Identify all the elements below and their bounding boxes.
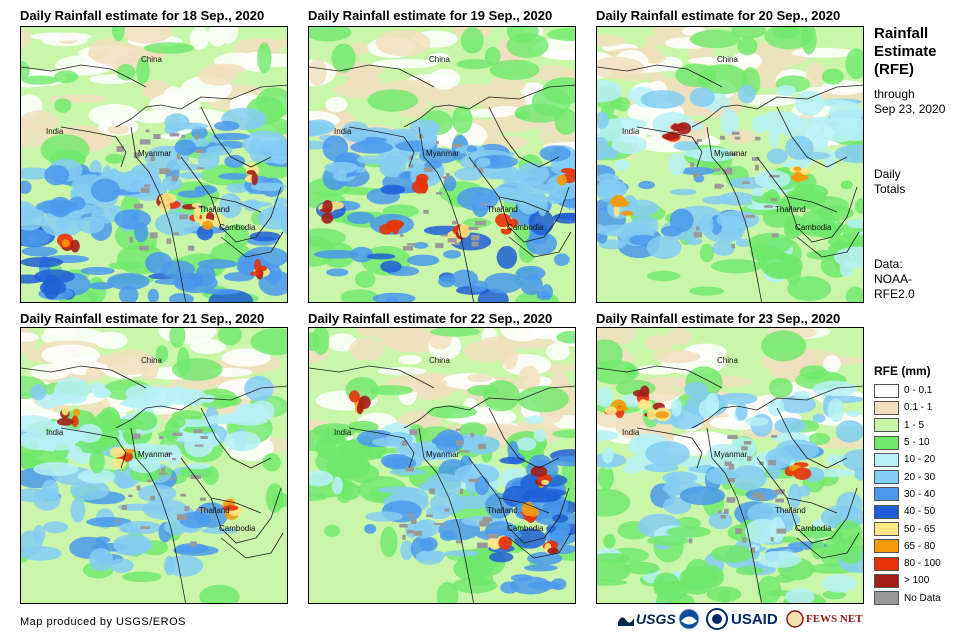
through-date: through Sep 23, 2020 (874, 87, 946, 116)
country-label-cambodia: Cambodia (795, 524, 832, 533)
country-label-thailand: Thailand (775, 205, 806, 214)
legend-label: 30 - 40 (904, 488, 936, 500)
rainfall-field (597, 27, 863, 302)
country-label-thailand: Thailand (199, 205, 230, 214)
legend-swatch (874, 400, 899, 415)
fewsnet-logo: FEWS NET (786, 608, 863, 630)
country-label-china: China (141, 55, 162, 64)
country-label-india: India (46, 428, 64, 437)
legend-swatch (874, 522, 899, 537)
country-label-myanmar: Myanmar (138, 149, 172, 158)
country-label-china: China (429, 55, 450, 64)
legend: 0 - 0.1 0.1 - 1 1 - 5 5 - 10 10 - 20 20 - 30 3… (874, 382, 941, 607)
legend-label: 0 - 0.1 (904, 385, 933, 397)
panel-title-22: Daily Rainfall estimate for 22 Sep., 202… (308, 311, 553, 326)
country-label-cambodia: Cambodia (507, 223, 544, 232)
map-series-title: Rainfall Estimate (RFE) (874, 25, 937, 78)
legend-swatch (874, 470, 899, 485)
legend-swatch (874, 418, 899, 433)
country-label-myanmar: Myanmar (714, 450, 748, 459)
legend-label: 1 - 5 (904, 419, 925, 431)
country-label-india: India (46, 127, 64, 136)
panel-title-19: Daily Rainfall estimate for 19 Sep., 202… (308, 8, 553, 23)
country-label-india: India (622, 127, 640, 136)
legend-item: > 100 (874, 572, 941, 589)
legend-swatch (874, 504, 899, 519)
usgs-logo: USGS (618, 608, 676, 630)
country-label-thailand: Thailand (199, 506, 230, 515)
legend-label: 80 - 100 (904, 558, 941, 570)
legend-swatch (874, 573, 899, 588)
legend-item: 1 - 5 (874, 417, 941, 434)
country-label-myanmar: Myanmar (138, 450, 172, 459)
rainfall-map-23: China India Myanmar Thailand Cambodia (596, 327, 864, 604)
panel-title-20: Daily Rainfall estimate for 20 Sep., 202… (596, 8, 841, 23)
legend-label: 50 - 65 (904, 523, 936, 535)
country-label-india: India (334, 127, 352, 136)
country-label-cambodia: Cambodia (795, 223, 832, 232)
panel-title-23: Daily Rainfall estimate for 23 Sep., 202… (596, 311, 841, 326)
map-credit: Map produced by USGS/EROS (20, 616, 186, 628)
legend-swatch (874, 435, 899, 450)
country-label-cambodia: Cambodia (507, 524, 544, 533)
country-label-china: China (141, 356, 162, 365)
legend-item: 80 - 100 (874, 555, 941, 572)
country-label-thailand: Thailand (487, 205, 518, 214)
country-label-myanmar: Myanmar (426, 149, 460, 158)
legend-label: No Data (904, 592, 941, 604)
legend-item: 30 - 40 (874, 486, 941, 503)
country-label-cambodia: Cambodia (219, 223, 256, 232)
rainfall-field (21, 328, 287, 603)
rainfall-map-21: China India Myanmar Thailand Cambodia (20, 327, 288, 604)
rainfall-map-22: China India Myanmar Thailand Cambodia (308, 327, 576, 604)
legend-label: > 100 (904, 575, 930, 587)
legend-swatch (874, 383, 899, 398)
country-label-india: India (334, 428, 352, 437)
legend-item: 5 - 10 (874, 434, 941, 451)
legend-label: 40 - 50 (904, 506, 936, 518)
legend-swatch (874, 591, 899, 606)
legend-item: 50 - 65 (874, 520, 941, 537)
country-label-china: China (429, 356, 450, 365)
legend-label: 10 - 20 (904, 454, 936, 466)
legend-item: 10 - 20 (874, 451, 941, 468)
country-label-thailand: Thailand (775, 506, 806, 515)
legend-title: RFE (mm) (874, 364, 931, 378)
usaid-logo: USAID (731, 610, 778, 628)
legend-label: 0.1 - 1 (904, 402, 933, 414)
legend-swatch (874, 452, 899, 467)
legend-item: 20 - 30 (874, 468, 941, 485)
legend-item: 0.1 - 1 (874, 399, 941, 416)
rainfall-map-18: China India Myanmar Thailand Cambodia (20, 26, 288, 303)
legend-swatch (874, 487, 899, 502)
usaid-seal-icon (706, 608, 728, 630)
rainfall-field (309, 27, 575, 302)
rainfall-field (309, 328, 575, 603)
data-source: Data: NOAA- RFE2.0 (874, 257, 915, 301)
country-label-myanmar: Myanmar (714, 149, 748, 158)
country-label-thailand: Thailand (487, 506, 518, 515)
noaa-logo-icon (678, 608, 700, 630)
country-label-india: India (622, 428, 640, 437)
panel-title-18: Daily Rainfall estimate for 18 Sep., 202… (20, 8, 265, 23)
country-label-china: China (717, 356, 738, 365)
legend-item: 0 - 0.1 (874, 382, 941, 399)
rainfall-field (597, 328, 863, 603)
legend-label: 20 - 30 (904, 471, 936, 483)
country-label-cambodia: Cambodia (219, 524, 256, 533)
legend-label: 5 - 10 (904, 437, 930, 449)
legend-swatch (874, 556, 899, 571)
legend-item: No Data (874, 590, 941, 607)
panel-title-21: Daily Rainfall estimate for 21 Sep., 202… (20, 311, 265, 326)
rainfall-map-19: China India Myanmar Thailand Cambodia (308, 26, 576, 303)
country-label-myanmar: Myanmar (426, 450, 460, 459)
legend-swatch (874, 539, 899, 554)
legend-item: 40 - 50 (874, 503, 941, 520)
legend-label: 65 - 80 (904, 540, 936, 552)
legend-item: 65 - 80 (874, 538, 941, 555)
rainfall-map-20: China India Myanmar Thailand Cambodia (596, 26, 864, 303)
country-label-china: China (717, 55, 738, 64)
rainfall-field (21, 27, 287, 302)
daily-totals-note: Daily Totals (874, 167, 906, 196)
